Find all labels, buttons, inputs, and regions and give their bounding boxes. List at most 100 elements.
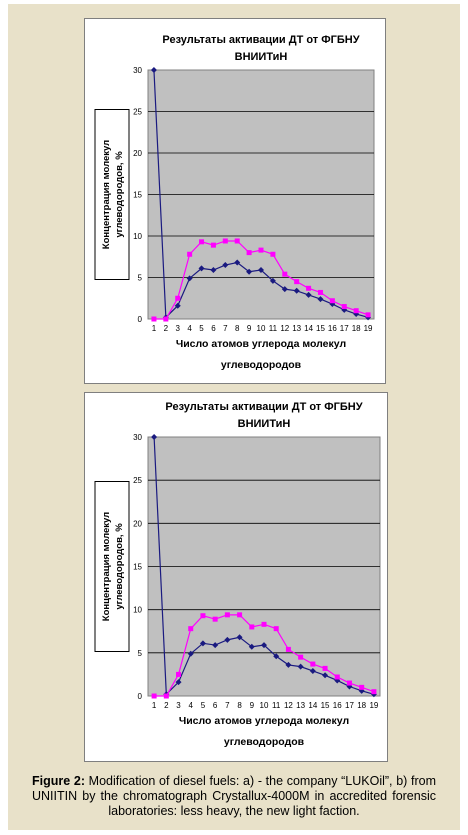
x-tick-label: 7 — [223, 324, 228, 333]
data-point — [365, 312, 371, 318]
data-point — [186, 275, 193, 282]
x-axis-label: Число атомов углерода молекул — [176, 338, 346, 350]
data-point — [341, 304, 347, 310]
y-axis-label-box — [94, 109, 130, 280]
data-point — [269, 277, 276, 284]
x-tick-label: 12 — [284, 701, 293, 710]
data-point — [150, 67, 157, 73]
x-axis-label-2: углеводородов — [224, 736, 305, 748]
x-tick-label: 6 — [211, 324, 216, 333]
data-point — [163, 316, 169, 322]
data-point — [334, 677, 341, 684]
y-tick-label: 15 — [133, 563, 142, 572]
data-point — [249, 624, 255, 630]
x-tick-label: 3 — [176, 324, 181, 333]
data-point — [236, 634, 243, 641]
y-tick-label: 30 — [133, 433, 142, 442]
data-point — [273, 653, 280, 660]
data-point — [234, 259, 241, 266]
data-point — [199, 239, 205, 245]
figure-caption: Figure 2: Modification of diesel fuels: … — [32, 774, 436, 819]
x-tick-label: 3 — [176, 701, 181, 710]
data-point — [270, 251, 276, 257]
data-point — [210, 267, 217, 274]
data-point — [353, 308, 359, 314]
x-tick-label: 11 — [272, 701, 281, 710]
chart-title: Результаты активации ДТ от ФГБНУ — [165, 401, 362, 413]
data-point — [174, 302, 181, 309]
data-point — [309, 667, 316, 674]
data-point — [329, 298, 335, 304]
data-point — [297, 663, 304, 670]
data-point — [212, 616, 218, 622]
data-point — [237, 612, 243, 618]
data-point — [346, 680, 352, 686]
data-point — [151, 693, 157, 699]
y-tick-label: 0 — [138, 315, 143, 324]
data-point — [175, 679, 182, 686]
caption-text: Modification of diesel fuels: a) - the c… — [32, 774, 436, 818]
data-point — [273, 626, 279, 632]
chart-subtitle: ВНИИТиН — [238, 418, 291, 430]
y-tick-label: 25 — [133, 108, 142, 117]
data-point — [210, 242, 216, 248]
x-tick-label: 7 — [225, 701, 230, 710]
data-point — [258, 247, 264, 253]
x-tick-label: 9 — [247, 324, 252, 333]
x-tick-label: 18 — [352, 324, 361, 333]
y-tick-label: 5 — [138, 649, 143, 658]
y-tick-label: 0 — [138, 692, 143, 701]
data-point — [188, 626, 194, 632]
data-point — [317, 289, 323, 295]
x-tick-label: 5 — [201, 701, 206, 710]
chart-b: 0 5 10 15 20 25 30 1 2 3 4 5 6 7 8 9 10 11 12 13 14 15 16 17 18 1… — [84, 392, 388, 762]
x-tick-label: 9 — [250, 701, 255, 710]
y-tick-label: 20 — [133, 519, 142, 528]
x-tick-label: 4 — [189, 701, 194, 710]
data-point — [234, 238, 240, 244]
data-point — [298, 654, 304, 660]
x-tick-label: 8 — [235, 324, 240, 333]
data-point — [258, 267, 264, 274]
x-tick-label: 2 — [164, 324, 169, 333]
data-point — [151, 434, 158, 440]
data-point — [285, 646, 291, 652]
y-tick-label: 15 — [133, 191, 142, 200]
data-point — [359, 684, 365, 690]
data-point — [322, 665, 328, 671]
x-tick-label: 12 — [280, 324, 289, 333]
data-point — [310, 661, 316, 667]
y-axis-label-2: углеводородов, % — [114, 523, 125, 610]
y-axis-label-box — [94, 481, 130, 652]
data-point — [151, 316, 157, 322]
x-tick-label: 19 — [364, 324, 373, 333]
data-point — [281, 286, 288, 293]
data-point — [261, 621, 267, 627]
x-tick-label: 15 — [321, 701, 330, 710]
chart-title: Результаты активации ДТ от ФГБНУ — [162, 34, 359, 46]
data-point — [282, 271, 288, 277]
y-tick-label: 20 — [133, 149, 142, 158]
x-tick-label: 5 — [199, 324, 204, 333]
x-tick-label: 6 — [213, 701, 218, 710]
x-tick-label: 15 — [316, 324, 325, 333]
y-tick-label: 5 — [138, 274, 143, 283]
data-point — [212, 642, 219, 649]
data-point — [222, 262, 229, 269]
x-tick-label: 14 — [304, 324, 313, 333]
y-axis-label: Концентрация молекул — [101, 512, 112, 621]
x-tick-label: 17 — [345, 701, 354, 710]
data-point — [224, 636, 231, 643]
data-point — [187, 650, 194, 657]
data-point — [198, 265, 205, 272]
chart-subtitle: ВНИИТиН — [235, 51, 288, 63]
data-point — [175, 295, 181, 301]
y-axis-label: Концентрация молекул — [101, 140, 112, 249]
figure-panel: 0 5 10 15 20 25 30 1 2 3 4 5 6 7 8 9 10 11 12 13 14 15 16 17 18 1… — [8, 4, 460, 830]
data-point — [261, 642, 267, 649]
x-tick-label: 19 — [369, 701, 378, 710]
x-tick-label: 11 — [269, 324, 278, 333]
x-tick-label: 8 — [237, 701, 242, 710]
